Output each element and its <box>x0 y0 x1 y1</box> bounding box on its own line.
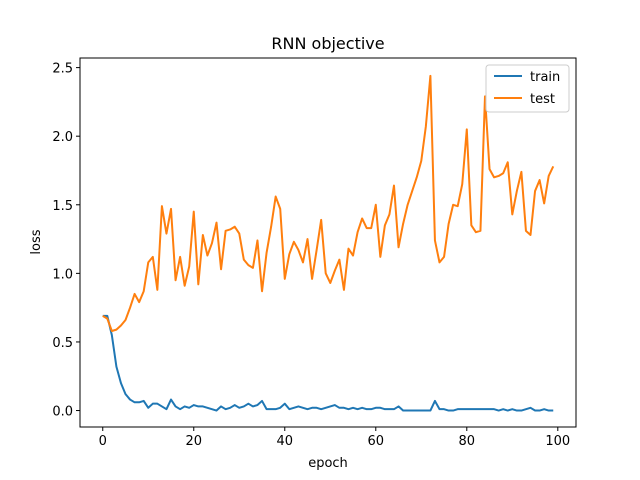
legend-label-train: train <box>530 70 560 85</box>
x-tick-label: 20 <box>185 434 202 449</box>
y-tick-label: 1.0 <box>52 267 73 282</box>
x-tick-label: 80 <box>459 434 476 449</box>
chart-title: RNN objective <box>271 34 384 53</box>
x-tick-label: 100 <box>545 434 570 449</box>
y-tick-label: 2.5 <box>52 62 73 77</box>
x-tick-label: 60 <box>368 434 385 449</box>
y-tick-label: 2.0 <box>52 130 73 145</box>
series-line-test <box>102 74 555 332</box>
y-axis-ticks: 0.0 0.5 1.0 1.5 2.0 2.5 <box>52 62 80 420</box>
x-axis-ticks: 0 20 40 60 80 100 <box>99 427 570 449</box>
plot-lines <box>102 74 555 412</box>
y-axis-label: loss <box>29 229 44 254</box>
series-line-train <box>102 314 554 412</box>
y-tick-label: 1.5 <box>52 199 73 214</box>
legend-label-test: test <box>530 92 555 107</box>
x-axis-label: epoch <box>308 456 348 471</box>
x-tick-label: 40 <box>276 434 293 449</box>
plot-frame <box>79 57 577 428</box>
y-tick-label: 0.5 <box>52 336 73 351</box>
y-tick-label: 0.0 <box>52 405 73 420</box>
legend: train test <box>485 64 570 113</box>
x-tick-label: 0 <box>99 434 107 449</box>
